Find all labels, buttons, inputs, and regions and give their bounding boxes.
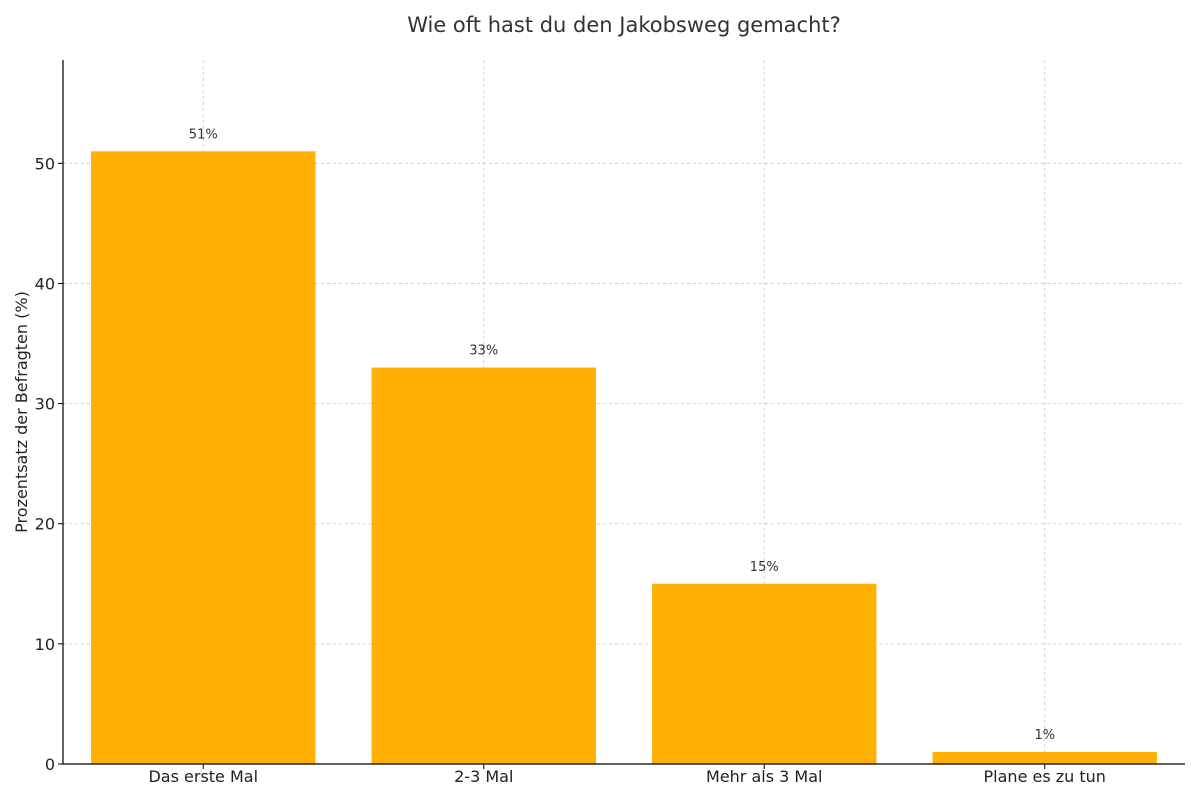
data-label: 33% [469, 344, 498, 359]
x-tick-label: Plane es zu tun [984, 767, 1106, 786]
x-axis-ticks: Das erste Mal 2-3 Mal Mehr als 3 Mal Plane … [148, 764, 1106, 786]
data-label: 15% [750, 560, 779, 575]
bars [91, 151, 1157, 764]
data-label: 51% [189, 127, 218, 142]
y-axis-label: Prozentsatz der Befragten (%) [12, 291, 31, 533]
bar [932, 751, 1157, 764]
x-tick-label: Mehr als 3 Mal [706, 767, 822, 786]
y-tick-label: 30 [35, 395, 55, 414]
bar [371, 367, 596, 764]
x-tick-label: Das erste Mal [148, 767, 258, 786]
y-tick-label: 0 [45, 755, 55, 774]
chart-title: Wie oft hast du den Jakobsweg gemacht? [407, 13, 841, 37]
data-label: 1% [1034, 728, 1055, 743]
y-axis-ticks: 0 10 20 30 40 50 [35, 154, 63, 774]
y-tick-label: 20 [35, 515, 55, 534]
bar [652, 583, 877, 764]
y-tick-label: 50 [35, 154, 55, 173]
x-tick-label: 2-3 Mal [454, 767, 513, 786]
data-labels: 51% 33% 15% 1% [189, 127, 1055, 743]
y-tick-label: 40 [35, 274, 55, 293]
bar [91, 151, 316, 764]
y-tick-label: 10 [35, 635, 55, 654]
